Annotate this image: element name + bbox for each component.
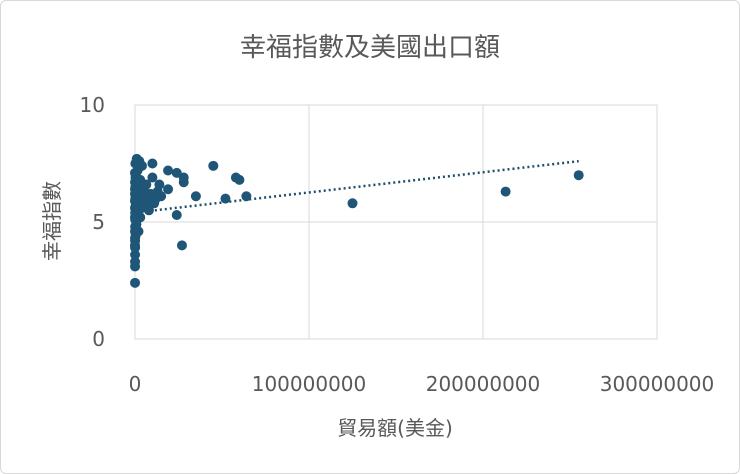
data-point <box>147 172 158 183</box>
data-point <box>163 184 174 195</box>
data-point <box>163 165 174 176</box>
data-point <box>130 233 141 244</box>
tick-labels: 0 5 10 0 100000000 200000000 300000000 <box>80 93 715 396</box>
y-tick-label: 0 <box>92 327 105 351</box>
x-tick-label: 300000000 <box>600 372 715 396</box>
chart-title: 幸福指數及美國出口額 <box>240 33 500 63</box>
data-point <box>208 160 219 171</box>
data-point <box>136 188 147 199</box>
data-point <box>241 191 252 202</box>
x-tick-label: 200000000 <box>426 372 541 396</box>
y-tick-label: 5 <box>92 210 105 234</box>
data-point <box>500 186 511 197</box>
data-points <box>130 153 584 288</box>
data-point <box>156 191 167 202</box>
data-point <box>171 209 182 220</box>
grid-lines <box>134 104 658 340</box>
data-point <box>130 158 141 169</box>
y-tick-label: 10 <box>80 93 105 117</box>
data-point <box>141 179 152 190</box>
data-point <box>171 167 182 178</box>
data-point <box>133 209 144 220</box>
data-point <box>130 226 141 237</box>
data-point <box>130 167 141 178</box>
data-point <box>220 193 231 204</box>
data-point <box>176 240 187 251</box>
data-point <box>130 249 141 260</box>
data-point <box>130 277 141 288</box>
x-axis-label: 貿易額(美金) <box>337 416 453 440</box>
y-axis-label: 幸福指數 <box>40 181 64 261</box>
data-point <box>234 174 245 185</box>
data-point <box>347 198 358 209</box>
data-point <box>178 177 189 188</box>
data-point <box>147 158 158 169</box>
data-point <box>130 240 141 251</box>
data-point <box>573 170 584 181</box>
x-tick-label: 0 <box>129 372 142 396</box>
data-point <box>190 191 201 202</box>
data-point <box>130 261 141 272</box>
x-tick-label: 100000000 <box>252 372 367 396</box>
